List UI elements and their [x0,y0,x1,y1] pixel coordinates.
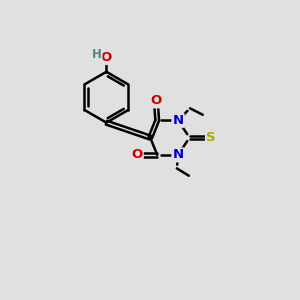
Text: N: N [172,148,184,161]
Text: H: H [92,48,102,61]
Text: O: O [131,148,143,161]
Text: N: N [172,114,184,127]
Text: O: O [101,51,112,64]
Text: O: O [150,94,162,107]
Text: S: S [206,131,216,144]
